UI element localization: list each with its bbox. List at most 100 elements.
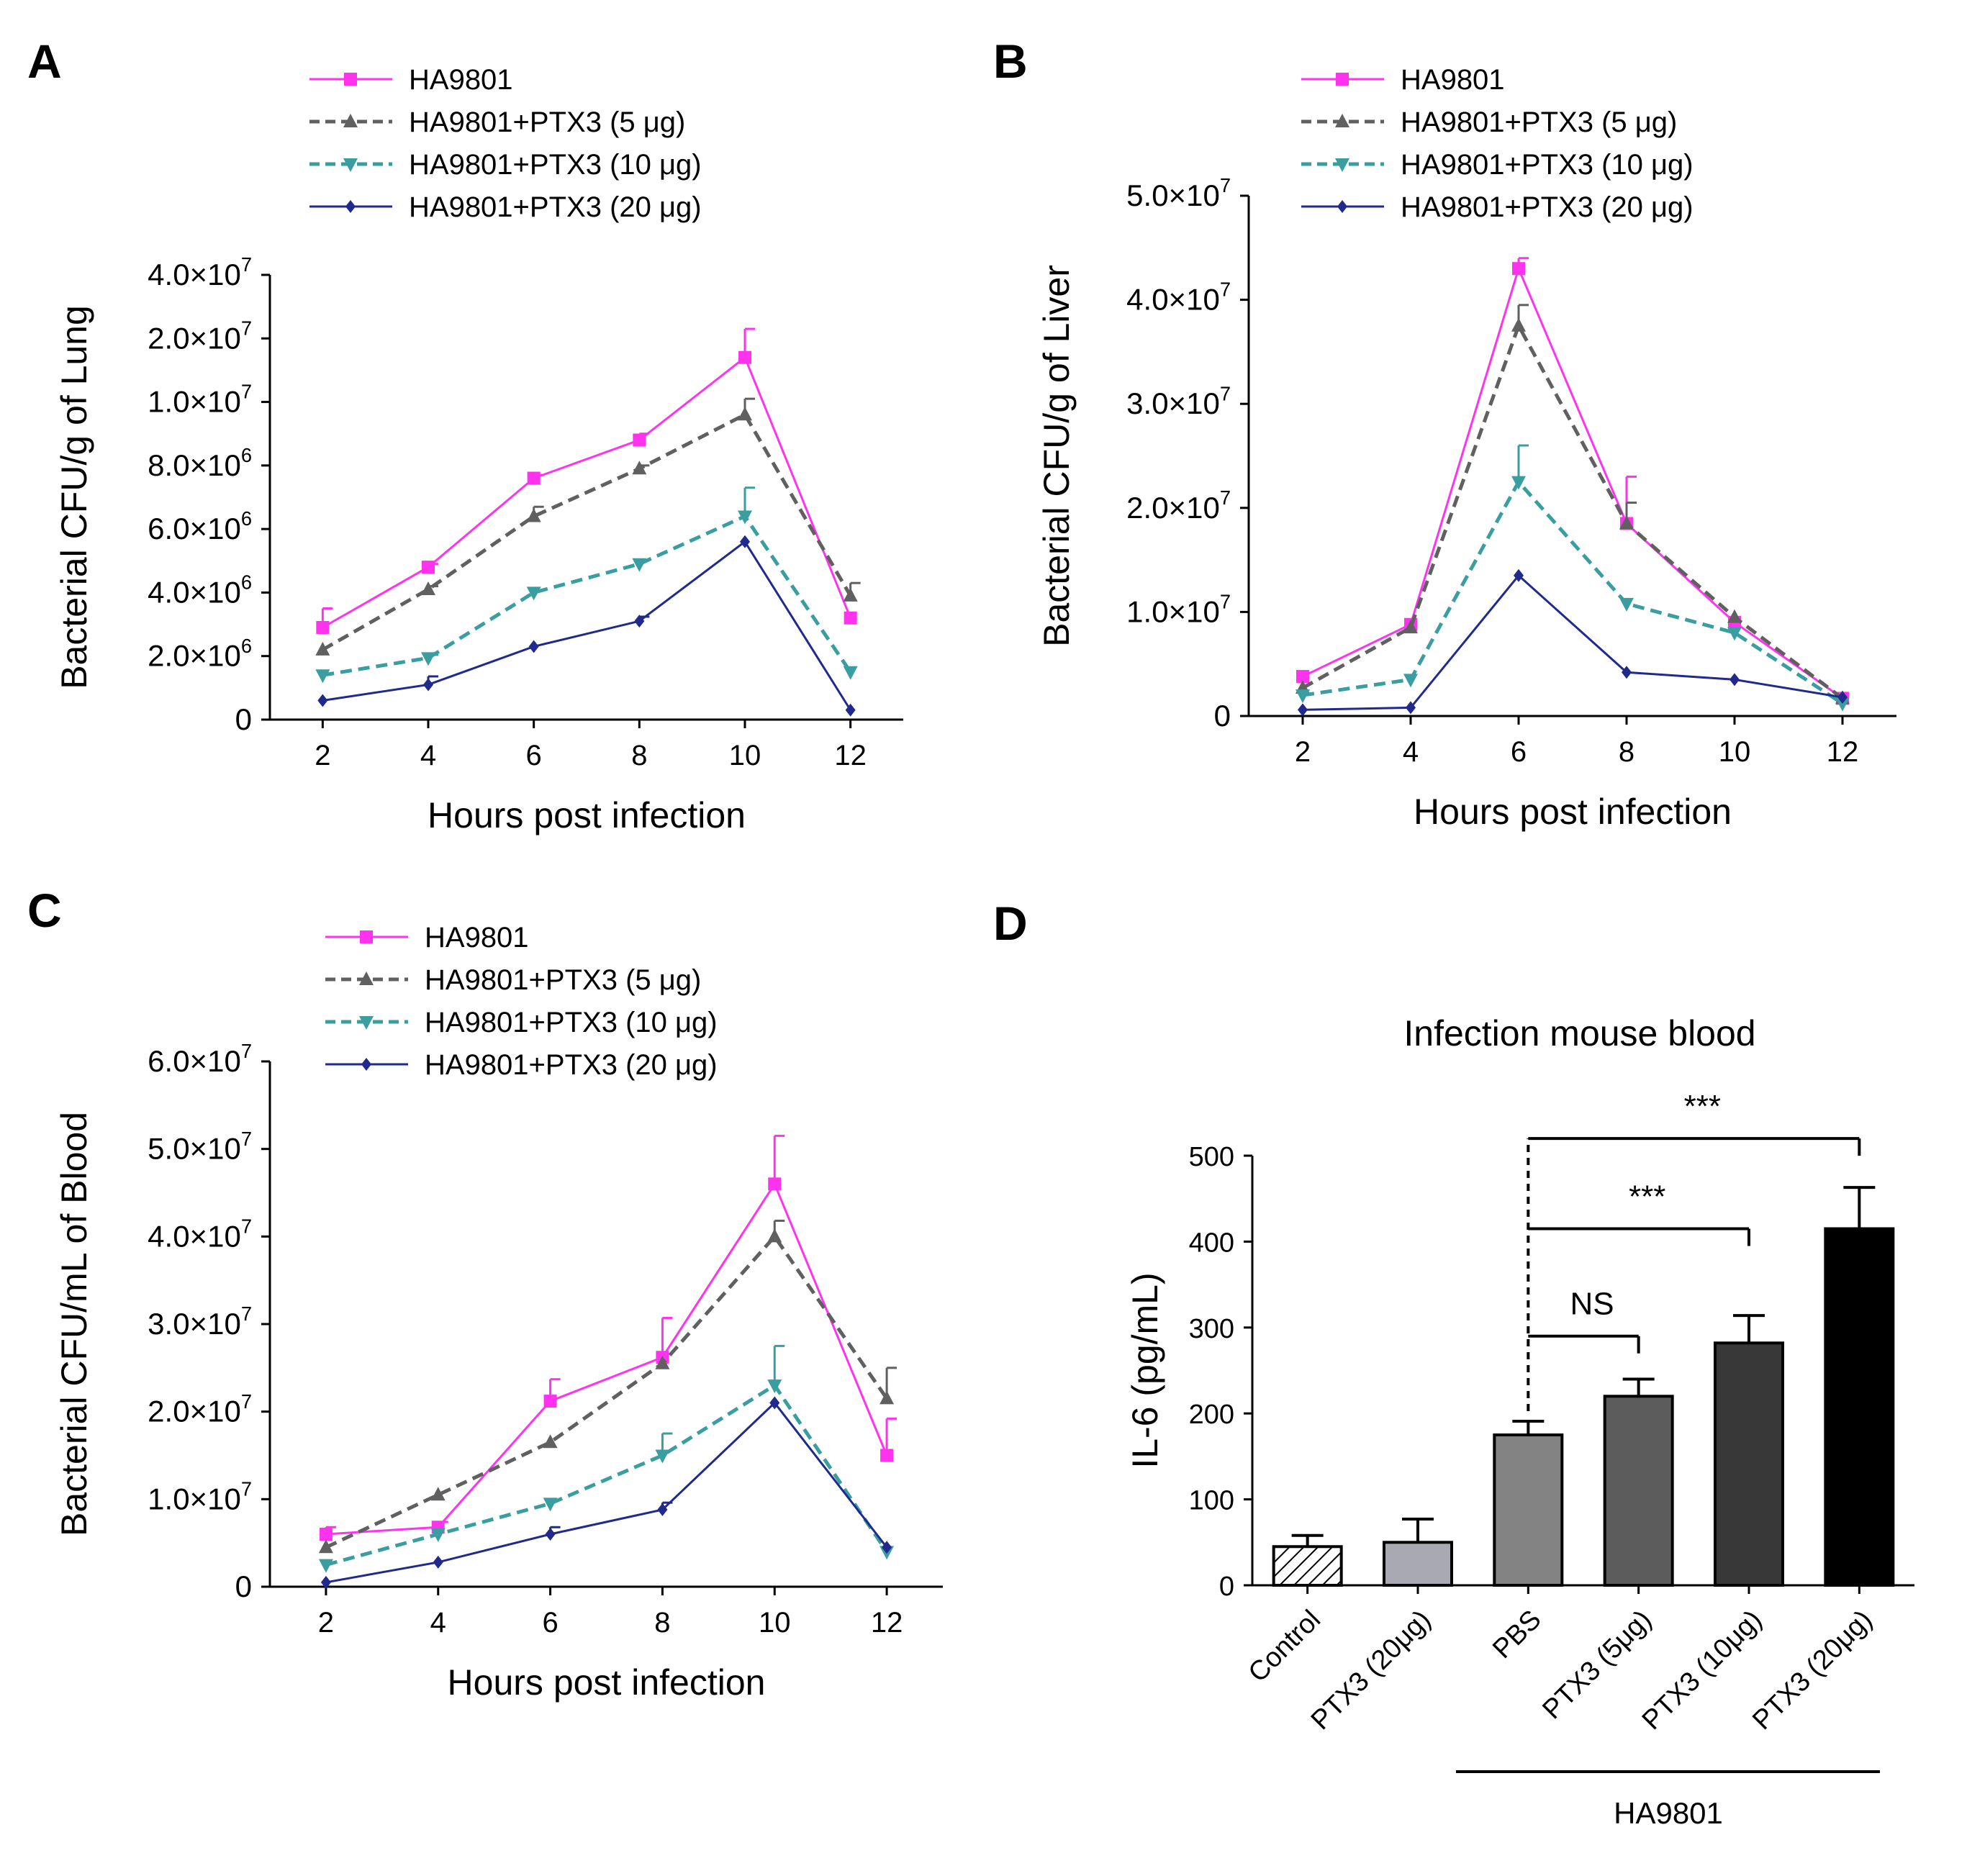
y-tick-label: 1.0×107 bbox=[1126, 591, 1231, 629]
chart-panel-a: A 2 4 6 8 10 12 Hours post infection 0 2.0×106 4.0… bbox=[27, 35, 903, 835]
legend-marker bbox=[343, 158, 358, 172]
legend-entry: HA9801 bbox=[425, 922, 529, 953]
x-tick-label: 6 bbox=[1511, 736, 1527, 768]
data-point bbox=[526, 508, 541, 522]
x-tick-label: 2 bbox=[1295, 736, 1311, 768]
data-point bbox=[655, 1355, 670, 1369]
x-tick-label: 12 bbox=[834, 740, 867, 771]
x-tick-label: Control bbox=[1243, 1605, 1326, 1688]
y-tick-label: 300 bbox=[1189, 1314, 1234, 1344]
x-tick-label: 2 bbox=[318, 1607, 334, 1639]
bar bbox=[1714, 1341, 1784, 1587]
data-point bbox=[843, 587, 858, 602]
panel-label: A bbox=[27, 35, 62, 88]
data-point bbox=[845, 703, 856, 717]
x-axis-label: Hours post infection bbox=[448, 1662, 766, 1703]
series-ptx3_5 bbox=[315, 397, 861, 656]
data-point bbox=[526, 586, 541, 601]
data-point bbox=[430, 1487, 446, 1501]
series-line bbox=[322, 540, 851, 711]
x-tick-label: 8 bbox=[654, 1607, 670, 1639]
data-point bbox=[655, 1449, 670, 1464]
legend-entry: HA9801 bbox=[409, 64, 513, 96]
x-tick-label: 10 bbox=[1719, 736, 1751, 768]
data-point bbox=[844, 611, 857, 625]
data-point bbox=[318, 1539, 333, 1554]
y-tick-label: 8.0×106 bbox=[148, 444, 252, 482]
series-line bbox=[325, 1182, 888, 1536]
y-tick-label: 0 bbox=[235, 702, 252, 736]
legend-marker bbox=[1335, 114, 1349, 127]
y-tick-label: 3.0×107 bbox=[1126, 382, 1231, 420]
y-tick-label: 5.0×107 bbox=[148, 1128, 252, 1166]
data-point bbox=[768, 1177, 782, 1191]
x-tick-label: 4 bbox=[420, 740, 436, 771]
chart-title: Infection mouse blood bbox=[1403, 1013, 1755, 1053]
legend-marker bbox=[1336, 73, 1349, 86]
data-point bbox=[657, 1503, 668, 1516]
data-point bbox=[316, 620, 330, 634]
significance-label: NS bbox=[1570, 1287, 1614, 1322]
panel-label: B bbox=[993, 35, 1028, 88]
legend-entry: HA9801 bbox=[1401, 64, 1505, 96]
legend-marker bbox=[359, 971, 374, 985]
legend-entry: HA9801+PTX3 (5 μg) bbox=[409, 107, 685, 138]
series-line bbox=[325, 1233, 889, 1549]
group-label: HA9801 bbox=[1614, 1796, 1723, 1830]
panel-label: C bbox=[27, 884, 62, 937]
series-ptx3_10 bbox=[1295, 444, 1850, 712]
legend-marker bbox=[344, 73, 357, 86]
data-point bbox=[317, 694, 328, 707]
data-point bbox=[543, 1395, 557, 1408]
y-tick-label: 6.0×106 bbox=[148, 507, 252, 545]
y-tick-label: 5.0×107 bbox=[1126, 174, 1231, 212]
data-point bbox=[880, 1390, 895, 1405]
x-tick-label: PTX3 (5μg) bbox=[1537, 1605, 1658, 1726]
data-point bbox=[1619, 515, 1634, 530]
legend-entry: HA9801+PTX3 (5 μg) bbox=[1401, 107, 1677, 138]
y-tick-label: 100 bbox=[1189, 1486, 1234, 1516]
y-tick-label: 4.0×107 bbox=[148, 253, 252, 291]
data-point bbox=[320, 1575, 331, 1589]
x-tick-label: 12 bbox=[1827, 736, 1859, 768]
data-point bbox=[1406, 701, 1416, 715]
y-axis-label: Bacterial CFU/g of Lung bbox=[54, 305, 94, 689]
data-point bbox=[421, 652, 435, 666]
series-ptx3_20 bbox=[320, 1396, 892, 1589]
legend: HA9801 HA9801+PTX3 (5 μg) HA9801+PTX3 (10 … bbox=[325, 922, 718, 1081]
data-point bbox=[1729, 673, 1740, 686]
legend-marker bbox=[1335, 158, 1349, 172]
y-tick-label: 4.0×106 bbox=[148, 571, 252, 610]
legend-marker bbox=[345, 200, 356, 213]
data-point bbox=[738, 407, 752, 421]
series-line bbox=[322, 514, 852, 677]
series-line bbox=[1301, 321, 1844, 700]
y-tick-label: 4.0×107 bbox=[1126, 278, 1231, 317]
legend-entry: HA9801+PTX3 (10 μg) bbox=[409, 149, 702, 181]
x-tick-label: 6 bbox=[526, 740, 542, 771]
legend-marker bbox=[361, 1058, 371, 1071]
series-line bbox=[325, 1382, 889, 1567]
x-tick-label: 4 bbox=[430, 1607, 446, 1639]
series-ha9801 bbox=[316, 327, 857, 634]
y-tick-label: 3.0×107 bbox=[148, 1302, 252, 1341]
data-point bbox=[1619, 597, 1634, 612]
bar bbox=[1493, 1433, 1564, 1587]
series-line bbox=[325, 1401, 888, 1584]
series-line bbox=[1302, 574, 1843, 711]
data-point bbox=[767, 1228, 782, 1243]
series-ptx3_20 bbox=[317, 535, 856, 717]
data-point bbox=[1727, 609, 1742, 623]
y-tick-label: 2.0×107 bbox=[148, 1390, 252, 1428]
y-tick-label: 0 bbox=[1214, 699, 1231, 733]
series-line bbox=[322, 412, 852, 652]
data-point bbox=[882, 1541, 892, 1554]
series-ha9801 bbox=[1296, 257, 1849, 705]
y-tick-label: 4.0×107 bbox=[148, 1215, 252, 1253]
significance-label: *** bbox=[1629, 1179, 1665, 1214]
data-point bbox=[527, 471, 541, 485]
data-point bbox=[315, 669, 330, 684]
x-tick-label: 8 bbox=[631, 740, 647, 771]
data-point bbox=[1296, 670, 1309, 684]
